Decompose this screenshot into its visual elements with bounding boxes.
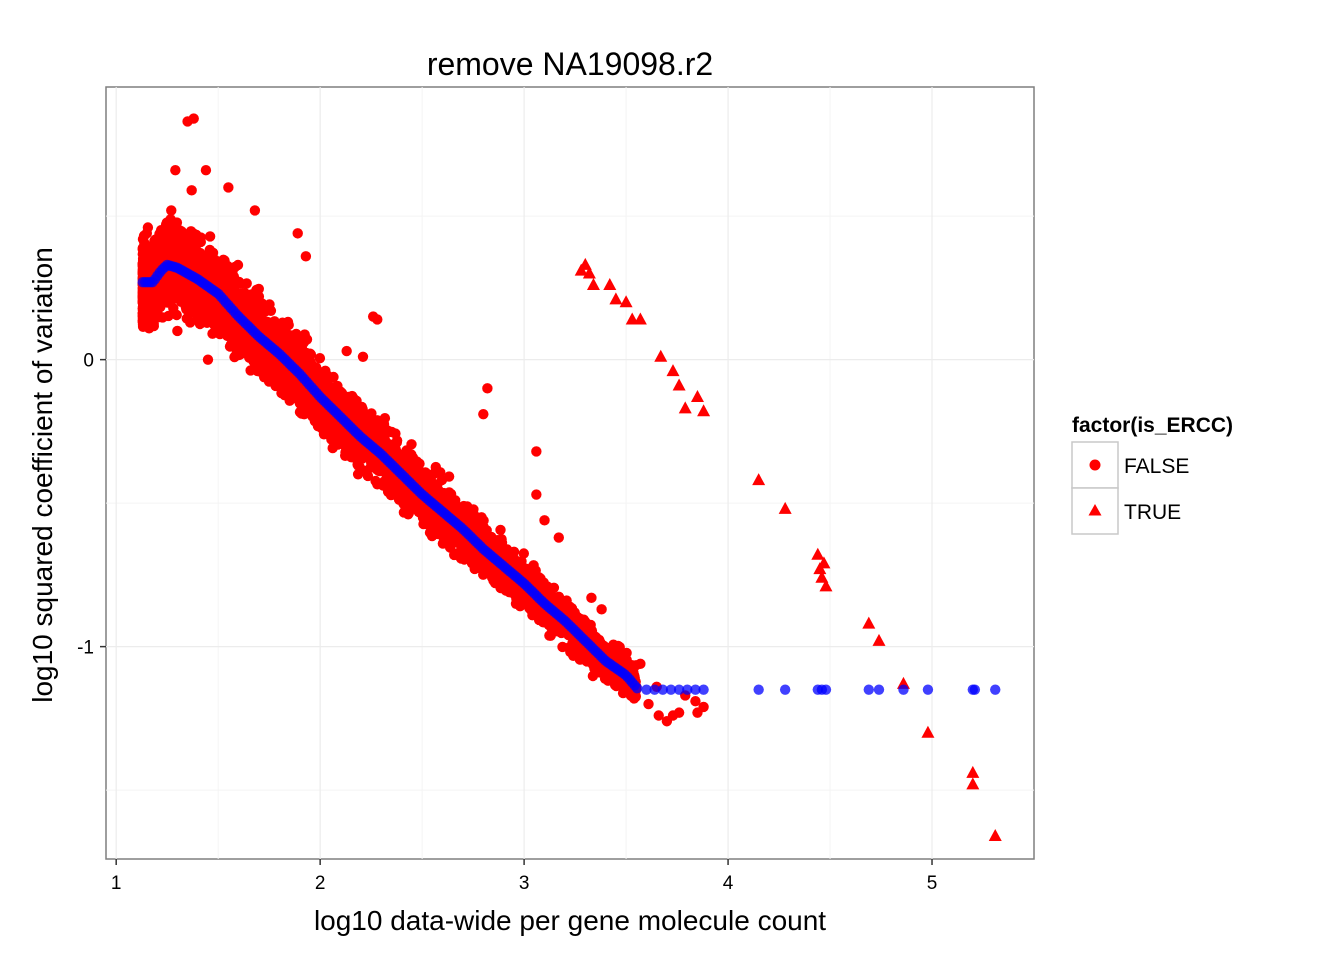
false-point	[222, 330, 233, 341]
false-point	[157, 312, 168, 323]
false-point	[548, 582, 560, 593]
y-tick-label: 0	[83, 351, 94, 372]
false-point	[413, 506, 424, 518]
false-point	[426, 530, 438, 542]
false-point	[190, 302, 202, 313]
false-point	[495, 524, 506, 536]
false-point	[166, 289, 177, 301]
false-point	[295, 398, 306, 410]
false-point	[549, 623, 560, 634]
x-tick-label: 2	[315, 873, 326, 894]
false-point	[402, 454, 413, 465]
plot-panel	[105, 86, 1035, 860]
false-point	[253, 283, 264, 295]
false-point	[475, 522, 486, 533]
false-point	[518, 548, 529, 559]
false-point	[429, 513, 440, 525]
false-point	[445, 488, 457, 500]
false-point	[458, 500, 469, 512]
false-point	[207, 328, 218, 339]
false-point	[241, 278, 252, 289]
false-point	[269, 316, 280, 327]
false-point	[209, 320, 220, 331]
false-point	[305, 349, 317, 360]
false-point	[191, 229, 202, 240]
false-point	[505, 548, 516, 559]
false-point	[283, 336, 294, 347]
false-point	[282, 316, 294, 328]
false-point	[529, 603, 540, 614]
false-point	[204, 231, 216, 242]
false-point	[318, 429, 330, 440]
false-point	[154, 228, 165, 240]
false-point	[270, 380, 281, 391]
false-point	[299, 409, 310, 420]
false-point	[557, 641, 568, 653]
false-point	[366, 457, 377, 469]
false-point	[544, 630, 555, 641]
false-point	[148, 320, 159, 332]
false-point	[328, 427, 340, 439]
false-point	[344, 435, 356, 446]
false-point	[561, 603, 572, 615]
false-point	[444, 542, 456, 553]
false-point	[418, 518, 429, 530]
y-tick-label: -1	[77, 638, 94, 659]
false-point	[352, 469, 364, 480]
false-point	[488, 575, 499, 586]
false-point	[515, 595, 526, 606]
false-point	[400, 503, 412, 514]
false-point	[352, 459, 363, 470]
false-point	[512, 584, 524, 596]
false-point	[232, 259, 244, 271]
false-point	[219, 255, 230, 266]
false-point	[228, 337, 239, 348]
x-tick-label: 5	[927, 873, 938, 894]
false-point	[314, 353, 326, 364]
false-point	[301, 334, 313, 345]
false-point	[468, 504, 479, 515]
false-point	[364, 419, 376, 430]
x-tick-label: 3	[519, 873, 530, 894]
false-point	[567, 637, 578, 648]
x-tick-label: 4	[723, 873, 734, 894]
axis-ticks: 1 2 3 4 5 -1 0	[77, 351, 937, 894]
false-point	[181, 313, 192, 324]
chart-title: remove NA19098.r2	[427, 46, 713, 82]
x-tick-label: 1	[111, 873, 122, 894]
false-point	[172, 231, 183, 242]
false-point	[246, 289, 257, 300]
false-point	[137, 319, 149, 330]
false-point	[391, 435, 403, 446]
